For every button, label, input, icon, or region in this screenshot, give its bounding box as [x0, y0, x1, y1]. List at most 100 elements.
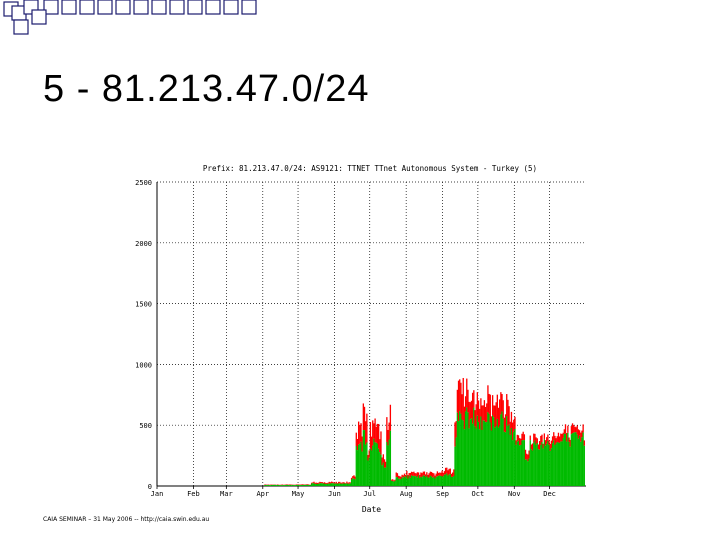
bar-green: [327, 483, 329, 486]
bar-red: [530, 444, 533, 450]
bar-red: [467, 389, 469, 413]
bar-red: [567, 425, 569, 433]
bar-green: [340, 483, 342, 486]
bar-green: [504, 432, 507, 486]
bar-red: [421, 473, 423, 478]
bar-red: [484, 406, 487, 423]
bar-green: [307, 484, 309, 486]
bar-green: [476, 415, 479, 486]
bar-green: [409, 477, 412, 486]
bar-green: [367, 460, 369, 486]
bar-red: [408, 473, 410, 476]
bar-green: [333, 483, 335, 486]
bar-red: [533, 433, 535, 443]
bar-green: [538, 449, 541, 486]
bar-green: [329, 483, 332, 486]
bar-red: [496, 394, 498, 419]
bar-green: [447, 475, 449, 486]
bar-green: [385, 467, 387, 486]
bar-green: [487, 412, 489, 486]
bar-red: [381, 457, 383, 466]
bar-green: [268, 485, 270, 486]
decorative-square: [43, 0, 59, 15]
bar-green: [349, 483, 352, 486]
bar-green: [495, 426, 497, 486]
bar-red: [315, 482, 317, 484]
bar-red: [341, 482, 343, 484]
bar-red: [501, 394, 503, 412]
bar-green: [406, 475, 408, 486]
x-tick-label: Dec: [543, 490, 556, 498]
bar-green: [449, 474, 451, 486]
bar-red: [554, 435, 556, 446]
bar-green: [563, 433, 565, 486]
bar-green: [299, 485, 301, 486]
bar-green: [550, 448, 553, 486]
bar-green: [393, 481, 395, 486]
bar-green: [336, 483, 339, 486]
bar-green: [575, 432, 577, 486]
bar-red: [446, 467, 448, 474]
bar-red: [526, 453, 528, 460]
bar-green: [577, 438, 580, 486]
bar-green: [305, 484, 307, 486]
x-tick-label: Nov: [508, 490, 521, 498]
bar-green: [486, 421, 488, 486]
bar-green: [484, 422, 487, 486]
bar-red: [568, 437, 570, 442]
x-tick-label: Feb: [187, 490, 200, 498]
bar-red: [313, 481, 315, 484]
x-tick-label: Apr: [256, 490, 269, 498]
bar-red: [448, 468, 450, 475]
bar-green: [473, 407, 475, 486]
bar-red: [367, 454, 369, 461]
bar-green: [501, 411, 503, 486]
bar-red: [580, 432, 582, 442]
bar-green: [346, 483, 348, 486]
bar-red: [453, 469, 455, 476]
bar-green: [343, 483, 346, 486]
bar-red: [332, 481, 334, 484]
bar-green: [440, 475, 442, 486]
bar-red: [296, 484, 299, 485]
bar-red: [436, 471, 439, 477]
bar-red: [361, 436, 363, 452]
bar-red: [510, 411, 513, 428]
bar-red: [325, 482, 327, 484]
bar-red: [549, 443, 551, 451]
bar-green: [551, 443, 554, 486]
bar-red: [385, 461, 387, 468]
bar-green: [443, 474, 446, 486]
slide-title: 5 - 81.213.47.0/24: [43, 68, 370, 110]
bar-red: [442, 472, 444, 477]
bar-red: [339, 481, 341, 484]
bar-red: [314, 482, 316, 484]
x-tick-label: Jun: [328, 490, 341, 498]
bar-green: [573, 432, 575, 486]
bar-red: [578, 430, 581, 436]
bar-green: [394, 480, 396, 486]
bar-red: [450, 473, 453, 477]
bar-red: [520, 438, 522, 445]
bar-red: [319, 481, 321, 484]
bar-green: [515, 444, 517, 486]
bar-green: [531, 450, 534, 486]
bar-green: [432, 477, 434, 486]
bar-green: [424, 476, 427, 486]
bar-red: [388, 422, 390, 440]
bar-red: [382, 454, 384, 463]
bar-green: [556, 442, 558, 486]
bar-red: [430, 471, 433, 477]
bar-red: [511, 422, 514, 441]
bar-green: [488, 413, 490, 486]
bar-red: [330, 481, 333, 484]
bar-green: [302, 484, 305, 486]
bar-green: [332, 483, 334, 486]
bar-red: [503, 417, 506, 432]
bar-red: [386, 417, 388, 442]
bar-red: [542, 443, 544, 449]
bar-green: [524, 459, 527, 486]
bar-red: [376, 423, 379, 444]
bar-green: [356, 450, 359, 486]
bar-red: [348, 482, 350, 484]
